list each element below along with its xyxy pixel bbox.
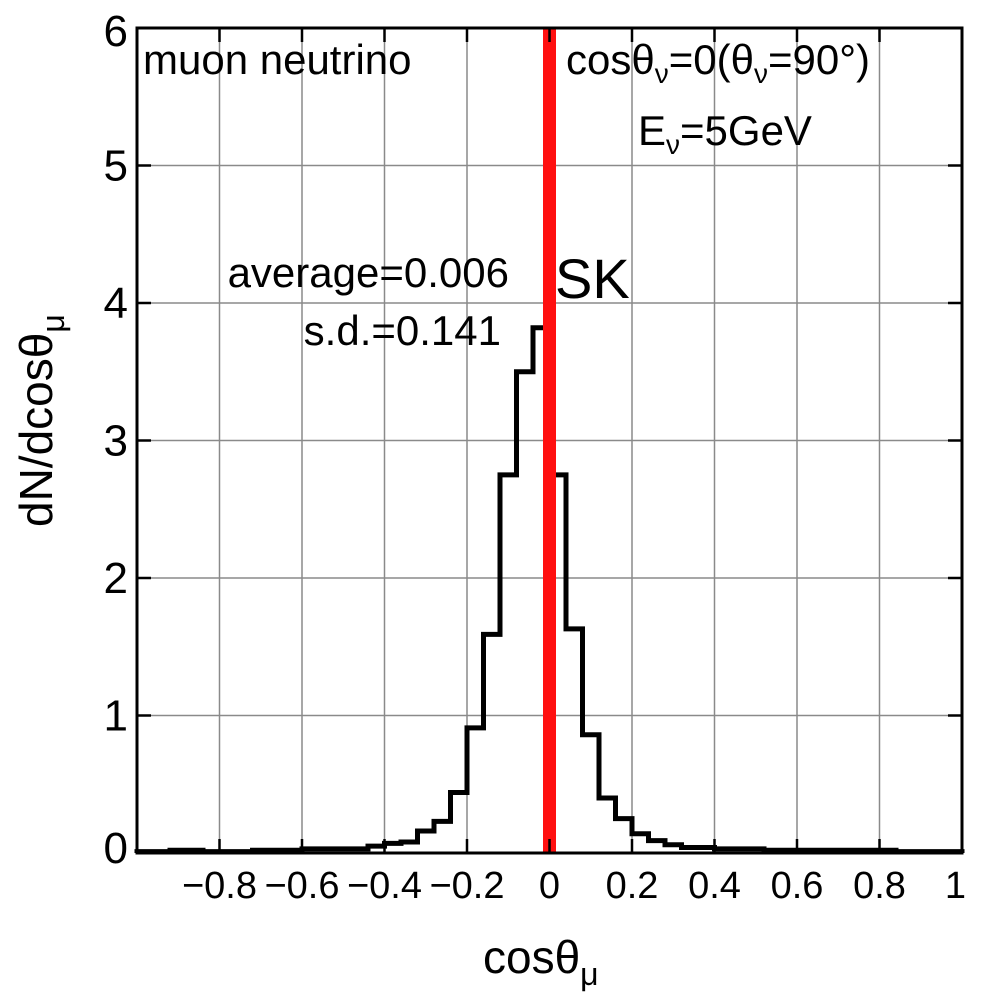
histogram-bin (583, 735, 600, 853)
x-axis-label: cosθμ (483, 931, 599, 992)
histogram-series (134, 325, 965, 855)
y-axis-label: dN/dcosθμ (10, 314, 71, 527)
annotation-energy: Eν=5GeV (638, 107, 812, 160)
reference-line-label: SK (555, 247, 630, 310)
x-tick-label: 0.8 (853, 865, 906, 907)
histogram-bin (616, 819, 633, 853)
histogram-bin (418, 831, 435, 853)
y-tick-label: 5 (104, 142, 128, 191)
histogram-bin (517, 372, 534, 853)
x-tick-label: 0.6 (771, 865, 824, 907)
annotation-particle: muon neutrino (143, 36, 412, 83)
histogram-bin (500, 475, 517, 853)
histogram-bin (467, 728, 484, 853)
histogram-bin (451, 793, 468, 854)
x-tick-label: 0.4 (688, 865, 741, 907)
x-tick-label: −0.6 (264, 865, 339, 907)
x-tick-label: −0.8 (182, 865, 257, 907)
x-tick-label: 1 (945, 865, 966, 907)
histogram-bin (649, 841, 666, 853)
y-tick-label: 2 (104, 554, 128, 603)
annotation-sd: s.d.=0.141 (304, 307, 501, 354)
axis-ticks (137, 26, 964, 855)
histogram-bin (599, 798, 616, 853)
histogram-bin (632, 834, 649, 853)
x-tick-label: 0 (539, 865, 560, 907)
x-tick-labels: −0.8 −0.6 −0.4 −0.2 0 0.2 0.4 0.6 0.8 1 (182, 865, 966, 907)
histogram-bin (484, 634, 501, 853)
x-tick-label: −0.2 (429, 865, 504, 907)
y-tick-label: 1 (104, 692, 128, 741)
histogram-outline (134, 325, 965, 855)
histogram-bin (566, 629, 583, 853)
annotation-angle: cosθν=0(θν=90°) (566, 36, 870, 89)
y-tick-label: 3 (104, 417, 128, 466)
histogram-bin (401, 842, 418, 853)
x-tick-label: −0.4 (347, 865, 422, 907)
histogram-bin (434, 821, 451, 853)
x-tick-label: 0.2 (606, 865, 659, 907)
y-tick-label: 6 (104, 7, 128, 56)
y-tick-label: 4 (104, 279, 128, 328)
annotation-average: average=0.006 (228, 249, 509, 296)
y-tick-labels: 0 1 2 3 4 5 6 (104, 7, 128, 873)
y-tick-label: 0 (104, 824, 128, 873)
